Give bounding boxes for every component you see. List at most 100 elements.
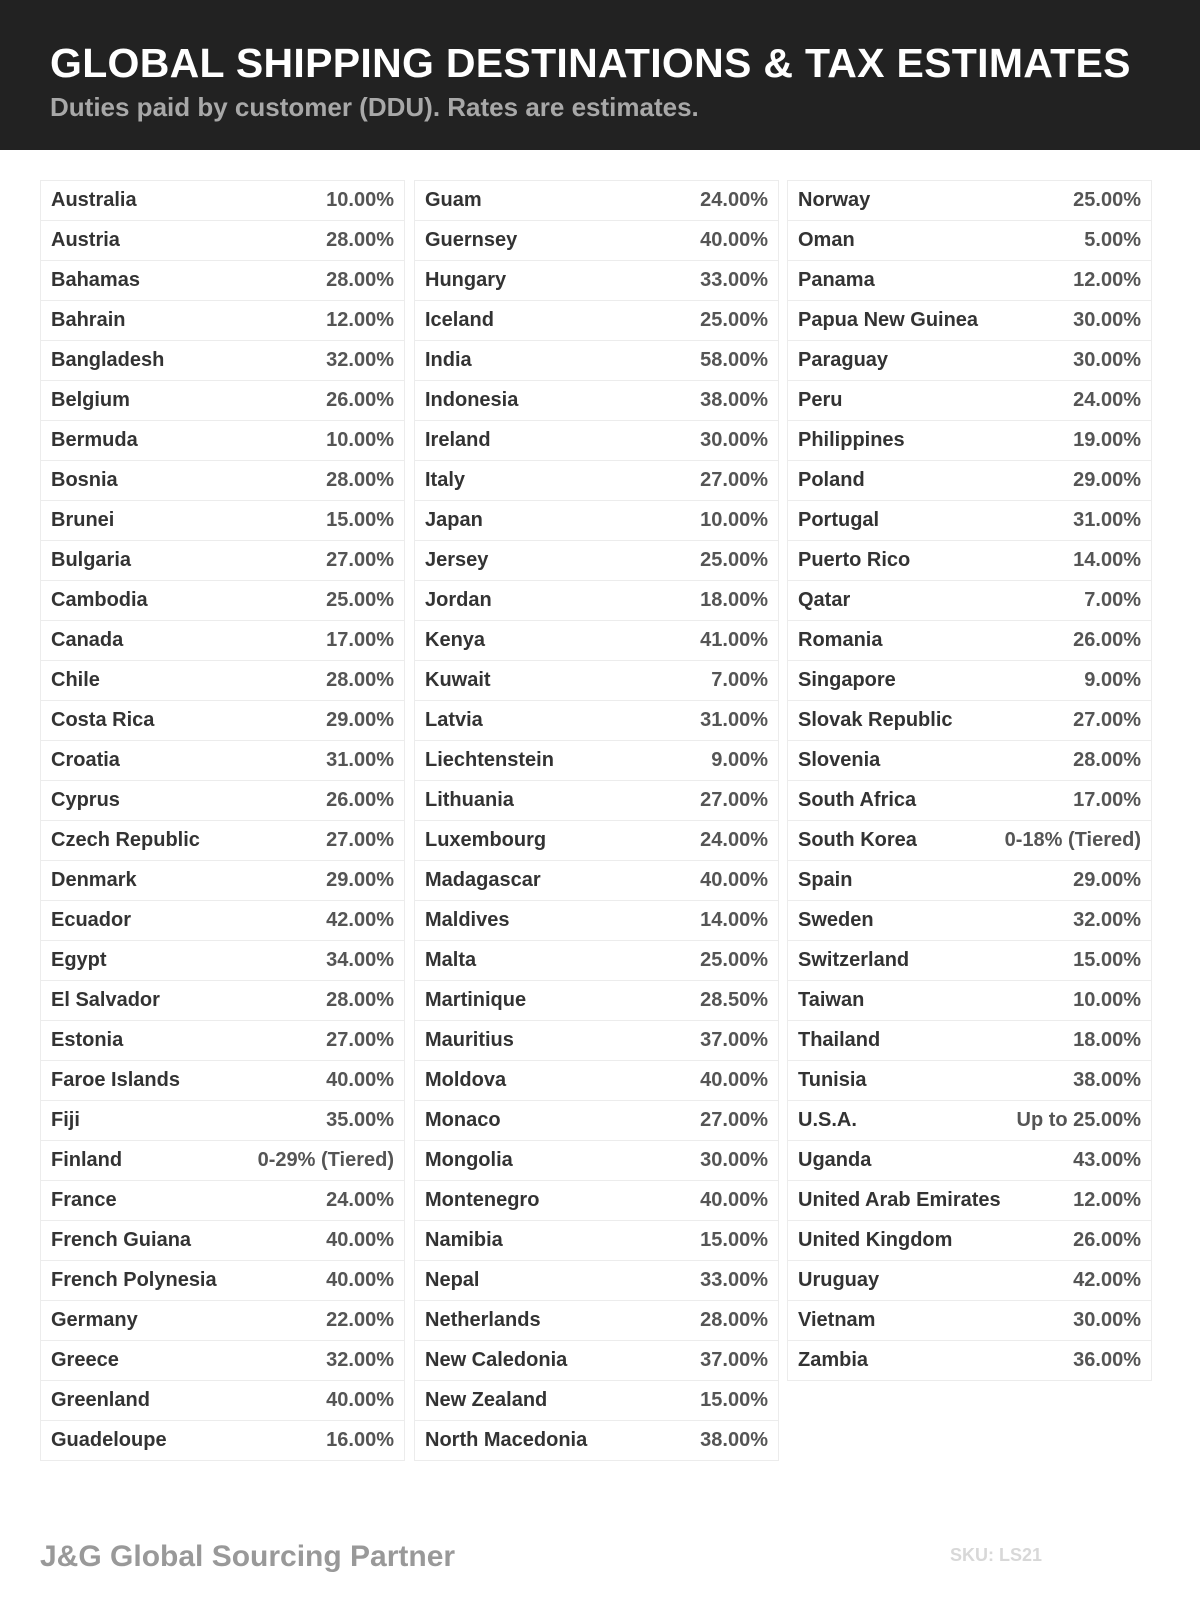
table-row: Switzerland 15.00% (788, 941, 1151, 981)
tax-rate: 30.00% (1073, 349, 1141, 371)
table-row: Norway 25.00% (788, 181, 1151, 221)
tax-rate: 25.00% (1073, 189, 1141, 211)
tax-rate: 5.00% (1084, 229, 1141, 251)
table-row: Luxembourg 24.00% (415, 821, 778, 861)
table-row: Moldova 40.00% (415, 1061, 778, 1101)
country-name: Slovak Republic (798, 709, 953, 731)
country-name: Canada (51, 629, 124, 651)
tax-rate: 30.00% (1073, 1309, 1141, 1331)
country-name: Estonia (51, 1029, 124, 1051)
country-name: Romania (798, 629, 883, 651)
country-name: North Macedonia (425, 1429, 588, 1451)
table-row: Bosnia 28.00% (41, 461, 404, 501)
country-name: Guadeloupe (51, 1429, 167, 1451)
country-name: Greece (51, 1349, 119, 1371)
tax-rate: 25.00% (700, 949, 768, 971)
table-row: Finland 0-29% (Tiered) (41, 1141, 404, 1181)
table-row: Greenland 40.00% (41, 1381, 404, 1421)
country-name: India (425, 349, 472, 371)
country-name: Costa Rica (51, 709, 155, 731)
table-row: Bahamas 28.00% (41, 261, 404, 301)
country-name: Iceland (425, 309, 494, 331)
table-row: Madagascar 40.00% (415, 861, 778, 901)
country-name: Belgium (51, 389, 130, 411)
table-row: Taiwan 10.00% (788, 981, 1151, 1021)
table-row: Montenegro 40.00% (415, 1181, 778, 1221)
tax-rate: 40.00% (326, 1069, 394, 1091)
table-row: Germany 22.00% (41, 1301, 404, 1341)
table-row: Puerto Rico 14.00% (788, 541, 1151, 581)
country-name: Montenegro (425, 1189, 540, 1211)
table-row: India 58.00% (415, 341, 778, 381)
table-row: Cambodia 25.00% (41, 581, 404, 621)
table-row: Denmark 29.00% (41, 861, 404, 901)
country-name: Singapore (798, 669, 896, 691)
table-row: Netherlands 28.00% (415, 1301, 778, 1341)
table-row: Egypt 34.00% (41, 941, 404, 981)
tax-rate: 22.00% (326, 1309, 394, 1331)
tax-rate: 27.00% (1073, 709, 1141, 731)
table-row: Bahrain 12.00% (41, 301, 404, 341)
country-name: Austria (51, 229, 120, 251)
country-name: Ireland (425, 429, 491, 451)
table-row: Slovak Republic 27.00% (788, 701, 1151, 741)
tax-rate: 15.00% (326, 509, 394, 531)
tax-rate: 14.00% (1073, 549, 1141, 571)
tax-rate: 40.00% (700, 869, 768, 891)
country-name: Peru (798, 389, 843, 411)
table-row: Jordan 18.00% (415, 581, 778, 621)
tax-rate: 7.00% (1084, 589, 1141, 611)
tax-rate: 25.00% (700, 309, 768, 331)
tax-rate: 24.00% (1073, 389, 1141, 411)
tax-rate: 41.00% (700, 629, 768, 651)
country-name: Kuwait (425, 669, 491, 691)
tax-rate: 10.00% (1073, 989, 1141, 1011)
tax-rate: 29.00% (326, 709, 394, 731)
rate-table-column: Australia 10.00% Austria 28.00% Bahamas 28.00… (40, 180, 405, 1461)
tax-rate: 29.00% (1073, 469, 1141, 491)
country-name: French Polynesia (51, 1269, 217, 1291)
country-name: Italy (425, 469, 466, 491)
tax-rate: 28.00% (326, 229, 394, 251)
tax-rate: 40.00% (700, 1069, 768, 1091)
country-name: Thailand (798, 1029, 881, 1051)
table-row: Philippines 19.00% (788, 421, 1151, 461)
tax-rate: 43.00% (1073, 1149, 1141, 1171)
country-name: Brunei (51, 509, 115, 531)
table-row: Guernsey 40.00% (415, 221, 778, 261)
table-row: Kenya 41.00% (415, 621, 778, 661)
tax-rate: 14.00% (700, 909, 768, 931)
country-name: Namibia (425, 1229, 503, 1251)
tax-rate: 58.00% (700, 349, 768, 371)
tax-rate: 10.00% (700, 509, 768, 531)
table-row: Cyprus 26.00% (41, 781, 404, 821)
table-row: Canada 17.00% (41, 621, 404, 661)
country-name: Taiwan (798, 989, 865, 1011)
tax-rate: 12.00% (1073, 1189, 1141, 1211)
country-name: Lithuania (425, 789, 514, 811)
tax-rate: 34.00% (326, 949, 394, 971)
tax-rate: 36.00% (1073, 1349, 1141, 1371)
tax-rate: 15.00% (700, 1389, 768, 1411)
country-name: Moldova (425, 1069, 507, 1091)
table-row: Brunei 15.00% (41, 501, 404, 541)
table-row: Papua New Guinea 30.00% (788, 301, 1151, 341)
table-row: Uganda 43.00% (788, 1141, 1151, 1181)
table-row: North Macedonia 38.00% (415, 1421, 778, 1461)
table-row: Italy 27.00% (415, 461, 778, 501)
tax-rate: 7.00% (711, 669, 768, 691)
tax-rate: 16.00% (326, 1429, 394, 1451)
table-row: Jersey 25.00% (415, 541, 778, 581)
footer-brand: J&G Global Sourcing Partner (40, 1540, 456, 1573)
tax-rate: 38.00% (700, 1429, 768, 1451)
country-name: Paraguay (798, 349, 889, 371)
country-name: Chile (51, 669, 100, 691)
table-row: Austria 28.00% (41, 221, 404, 261)
table-row: Japan 10.00% (415, 501, 778, 541)
table-row: Monaco 27.00% (415, 1101, 778, 1141)
country-name: Portugal (798, 509, 880, 531)
tax-rate: Up to 25.00% (1016, 1109, 1141, 1131)
country-name: Uganda (798, 1149, 872, 1171)
tax-rate: 26.00% (326, 789, 394, 811)
tax-rate: 30.00% (700, 429, 768, 451)
